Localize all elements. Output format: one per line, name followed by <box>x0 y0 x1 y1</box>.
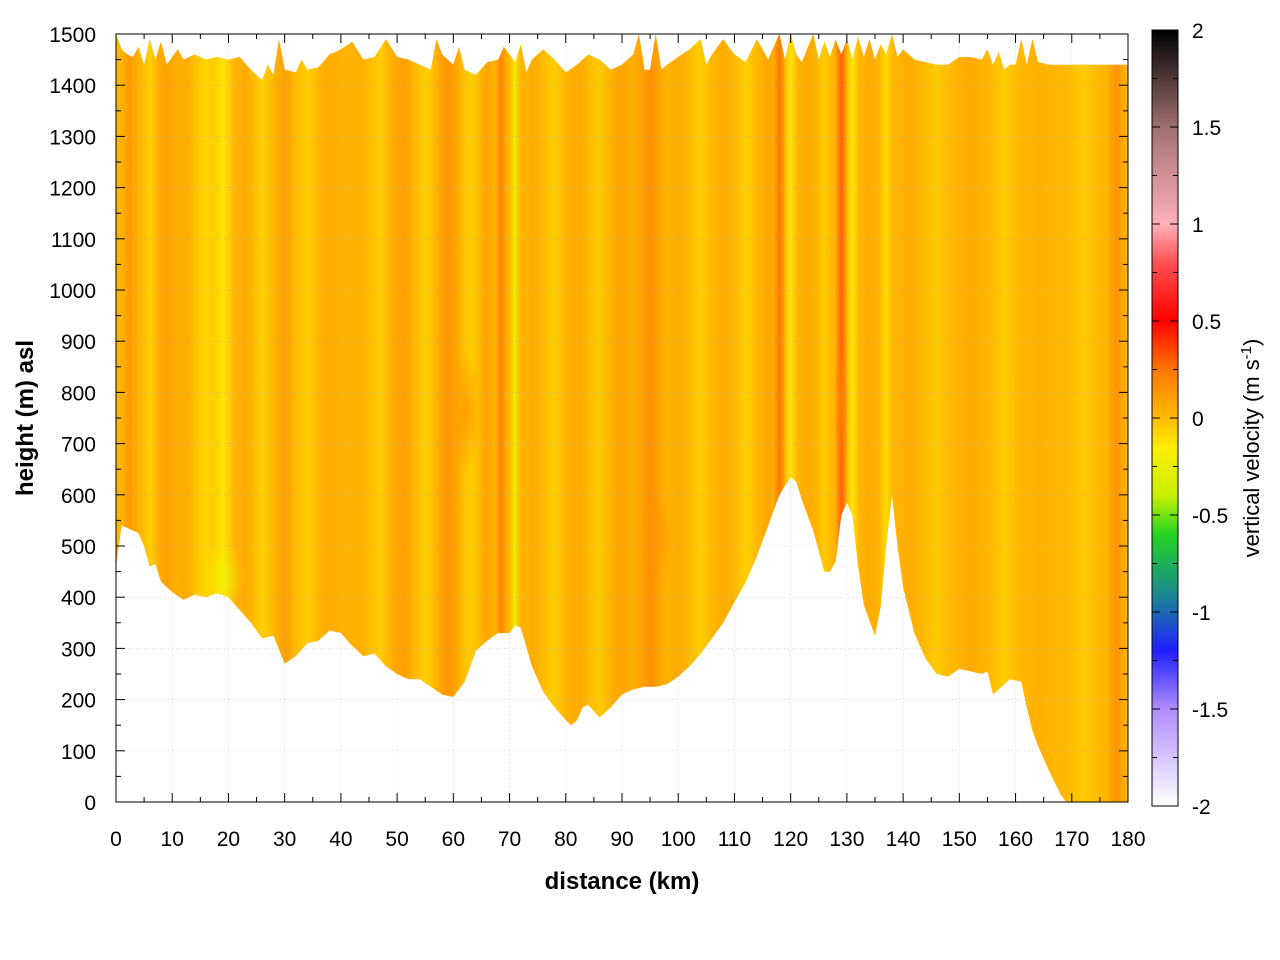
colorbar-tick-label: 0 <box>1192 408 1204 431</box>
x-tick-label: 170 <box>1054 828 1089 851</box>
velocity-band <box>478 34 496 802</box>
y-tick-label: 600 <box>61 485 96 508</box>
axis-ticks <box>115 33 1129 803</box>
velocity-cell <box>638 489 673 582</box>
colorbar-tick-label: -0.5 <box>1192 505 1228 528</box>
y-tick-label: 1500 <box>49 24 96 47</box>
x-tick-label: 180 <box>1110 828 1145 851</box>
x-tick-label: 30 <box>273 828 296 851</box>
colorbar-tick-label: -2 <box>1192 796 1211 819</box>
y-axis-tick-labels: 0 100 200 300 400 500 600 700 800 900 1000 1100 1200… <box>49 24 96 815</box>
y-tick-label: 0 <box>84 792 96 815</box>
colorbar-title-main: vertical velocity (m s <box>1239 359 1264 557</box>
velocity-cell <box>447 351 482 475</box>
colorbar-title-suffix: ) <box>1239 339 1264 346</box>
velocity-band <box>119 34 141 802</box>
colorbar: 2 1.5 1 0.5 0 -0.5 -1 -1.5 -2 <box>1151 20 1228 819</box>
velocity-band <box>733 34 759 802</box>
x-tick-label: 0 <box>110 828 122 851</box>
y-tick-label: 500 <box>61 536 96 559</box>
velocity-band <box>859 34 880 802</box>
x-tick-label: 20 <box>217 828 240 851</box>
velocity-cell <box>203 540 243 613</box>
colorbar-tick-label: -1 <box>1192 602 1211 625</box>
y-tick-label: 400 <box>61 587 96 610</box>
velocity-band <box>1061 34 1105 802</box>
x-tick-label: 90 <box>610 828 633 851</box>
x-axis-tick-labels: 0 10 20 30 40 50 60 70 80 90 100 110 120 130 140 150 160… <box>110 828 1145 851</box>
y-tick-label: 900 <box>61 331 96 354</box>
colorbar-tick-label: 1 <box>1192 214 1204 237</box>
colorbar-tick-label: -1.5 <box>1192 699 1228 722</box>
x-tick-label: 60 <box>442 828 465 851</box>
x-tick-label: 160 <box>998 828 1033 851</box>
velocity-band <box>879 34 893 802</box>
velocity-band <box>249 34 275 802</box>
velocity-band <box>494 34 508 802</box>
y-tick-label: 100 <box>61 741 96 764</box>
x-tick-label: 120 <box>773 828 808 851</box>
y-tick-label: 1000 <box>49 280 96 303</box>
velocity-band <box>1021 34 1055 802</box>
x-tick-label: 130 <box>829 828 864 851</box>
x-tick-label: 50 <box>385 828 408 851</box>
colorbar-title-superscript: -1 <box>1238 346 1255 359</box>
y-tick-label: 200 <box>61 690 96 713</box>
x-tick-label: 80 <box>554 828 577 851</box>
x-tick-label: 10 <box>161 828 184 851</box>
colorbar-tick-label: 2 <box>1192 20 1204 43</box>
velocity-band <box>953 34 988 802</box>
x-tick-label: 100 <box>661 828 696 851</box>
velocity-cell <box>834 341 849 465</box>
x-tick-label: 110 <box>718 828 751 851</box>
colorbar-tick-label: 1.5 <box>1192 117 1221 140</box>
y-tick-label: 1200 <box>49 178 96 201</box>
velocity-band <box>815 34 833 802</box>
colorbar-title: vertical velocity (m s-1) <box>1238 339 1265 558</box>
grid <box>116 34 1128 802</box>
velocity-band <box>919 34 954 802</box>
velocity-band <box>1106 34 1127 802</box>
colorbar-tick-label: 0.5 <box>1192 311 1221 334</box>
y-tick-label: 800 <box>61 382 96 405</box>
y-tick-label: 700 <box>61 434 96 457</box>
y-tick-label: 300 <box>61 638 96 661</box>
y-tick-label: 1100 <box>51 229 96 252</box>
y-axis-title: height (m) asl <box>12 340 39 496</box>
y-tick-label: 1400 <box>49 75 96 98</box>
x-tick-label: 70 <box>498 828 521 851</box>
x-tick-label: 140 <box>886 828 921 851</box>
x-axis-title: distance (km) <box>545 868 700 895</box>
x-tick-label: 40 <box>329 828 352 851</box>
x-tick-label: 150 <box>942 828 977 851</box>
y-tick-label: 1300 <box>49 126 96 149</box>
velocity-band <box>987 34 1022 802</box>
